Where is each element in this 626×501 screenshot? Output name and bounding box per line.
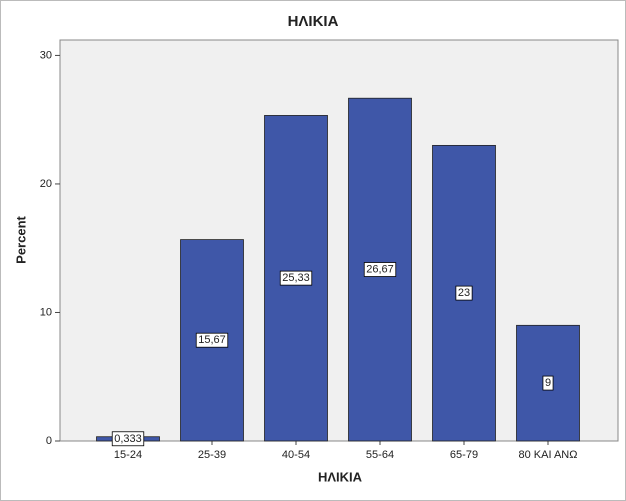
y-tick-label: 10 bbox=[40, 306, 52, 318]
y-axis-title: Percent bbox=[13, 215, 28, 263]
value-label-box bbox=[455, 285, 473, 301]
value-label-box bbox=[111, 431, 145, 447]
x-tick-label: 65-79 bbox=[450, 449, 478, 461]
x-tick-label: 55-64 bbox=[366, 449, 394, 461]
y-tick-label: 20 bbox=[40, 178, 52, 190]
x-axis-title: ΗΛΙΚΙΑ bbox=[318, 469, 363, 484]
value-label-box bbox=[195, 332, 229, 348]
value-label: 15,67 bbox=[198, 334, 226, 346]
y-tick-label: 30 bbox=[40, 49, 52, 61]
x-tick-label: 40-54 bbox=[282, 449, 310, 461]
value-label: 23 bbox=[458, 287, 470, 299]
chart-title: ΗΛΙΚΙΑ bbox=[288, 13, 339, 30]
value-label-box bbox=[279, 270, 313, 286]
x-tick-label: 25-39 bbox=[198, 449, 226, 461]
value-label: 25,33 bbox=[282, 272, 310, 284]
x-tick-label: 15-24 bbox=[114, 449, 142, 461]
value-label: 26,67 bbox=[366, 264, 394, 276]
value-label: 9 bbox=[545, 377, 551, 389]
x-tick-label: 80 ΚΑΙ ΑΝΩ bbox=[519, 449, 578, 461]
y-tick-label: 0 bbox=[46, 435, 52, 447]
value-label-box bbox=[542, 375, 554, 391]
value-label: 0,333 bbox=[114, 433, 142, 445]
value-label-box bbox=[363, 262, 397, 277]
